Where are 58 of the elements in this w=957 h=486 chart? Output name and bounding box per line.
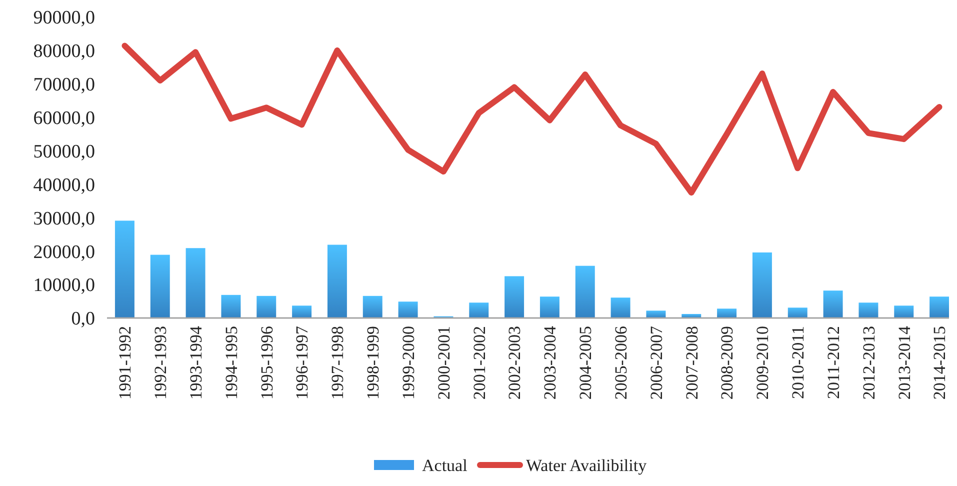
x-tick-label: 2012-2013	[859, 326, 878, 400]
x-tick-label: 1998-1999	[364, 326, 383, 400]
y-tick-label: 90000,0	[33, 8, 95, 29]
x-tick-label: 2000-2001	[434, 326, 454, 400]
x-tick-label: 2011-2012	[824, 326, 843, 400]
y-tick-label: 60000,0	[33, 108, 95, 129]
bar	[362, 296, 382, 318]
bar	[256, 296, 276, 318]
x-tick-label: 2006-2007	[646, 326, 666, 400]
y-tick-label: 50000,0	[33, 141, 95, 162]
bar	[186, 248, 206, 318]
x-tick-label: 2005-2006	[611, 326, 630, 400]
bar	[398, 302, 418, 318]
bar	[717, 308, 737, 318]
bar	[930, 296, 949, 318]
x-tick-label: 1997-1998	[328, 326, 348, 400]
bar	[788, 308, 808, 318]
x-tick-label: 1994-1995	[222, 326, 241, 400]
x-tick-label: 1992-1993	[151, 326, 170, 400]
x-tick-label: 2014-2015	[930, 326, 950, 400]
x-tick-label: 2002-2003	[505, 326, 524, 400]
bar	[540, 296, 560, 318]
bar	[292, 306, 312, 318]
y-tick-label: 30000,0	[33, 208, 95, 230]
bar	[646, 310, 666, 318]
bar	[752, 252, 772, 318]
y-tick-label: 70000,0	[33, 74, 95, 96]
x-tick-label: 1991-1992	[116, 326, 135, 400]
x-tick-label: 2001-2002	[470, 326, 489, 400]
legend-label: Water Availibility	[526, 456, 648, 476]
bar	[221, 294, 241, 318]
x-tick-label: 2010-2011	[788, 326, 808, 400]
bar	[610, 298, 630, 318]
x-tick-label: 2008-2009	[718, 326, 737, 400]
y-tick-label: 0,0	[71, 308, 95, 330]
y-tick-label: 40000,0	[33, 174, 95, 196]
x-tick-label: 1996-1997	[292, 326, 312, 400]
x-tick-label: 2009-2010	[753, 326, 772, 400]
legend-label: Actual	[422, 456, 468, 476]
bar	[327, 244, 347, 318]
bar	[504, 276, 524, 318]
bar	[858, 302, 878, 318]
bar	[150, 254, 170, 318]
x-tick-label: 2013-2014	[894, 326, 914, 400]
bar	[575, 266, 595, 318]
bar	[894, 306, 914, 318]
y-tick-label: 80000,0	[33, 41, 95, 62]
x-tick-label: 1995-1996	[257, 326, 276, 400]
bar	[823, 290, 843, 318]
x-tick-label: 1999-2000	[398, 326, 418, 400]
x-tick-label: 2004-2005	[576, 326, 596, 400]
bar	[469, 302, 489, 318]
x-tick-label: 1993-1994	[186, 326, 206, 400]
y-tick-label: 20000,0	[33, 242, 95, 263]
x-tick-label: 2007-2008	[682, 326, 702, 400]
y-tick-label: 10000,0	[33, 275, 95, 296]
x-tick-label: 2003-2004	[540, 326, 560, 400]
bar	[114, 220, 134, 318]
